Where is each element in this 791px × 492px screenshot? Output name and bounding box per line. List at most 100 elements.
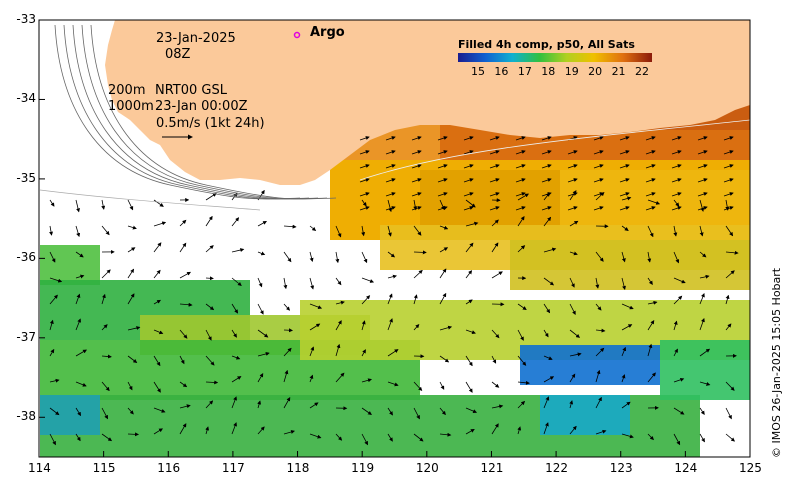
current-arrow bbox=[567, 192, 578, 197]
axis-ticks bbox=[38, 19, 751, 457]
current-arrow bbox=[359, 164, 370, 169]
current-arrow bbox=[517, 380, 530, 385]
current-arrow bbox=[385, 136, 396, 141]
current-arrow bbox=[517, 426, 522, 435]
current-arrow bbox=[335, 320, 342, 331]
current-arrow bbox=[283, 277, 288, 290]
current-arrow bbox=[671, 150, 682, 155]
current-arrow bbox=[335, 343, 341, 357]
streamline bbox=[54, 24, 301, 200]
current-arrow bbox=[49, 348, 55, 357]
current-arrow bbox=[257, 251, 266, 256]
current-arrow bbox=[725, 270, 735, 279]
current-arrow bbox=[517, 400, 526, 409]
current-arrow bbox=[309, 251, 314, 262]
current-arrow bbox=[543, 303, 551, 314]
current-arrow bbox=[437, 178, 448, 183]
current-arrow bbox=[75, 381, 87, 387]
current-arrow bbox=[387, 433, 393, 442]
current-arrow bbox=[231, 422, 237, 435]
current-arrow bbox=[645, 150, 656, 155]
current-arrow bbox=[309, 225, 317, 232]
current-arrow bbox=[127, 326, 141, 331]
current-arrow bbox=[671, 136, 682, 141]
current-arrow bbox=[49, 294, 58, 305]
current-arrow bbox=[699, 407, 705, 415]
current-arrow bbox=[619, 136, 630, 141]
current-arrow bbox=[515, 206, 526, 211]
current-arrow bbox=[359, 136, 370, 141]
argo-float-marker bbox=[293, 31, 301, 39]
current-arrow bbox=[645, 192, 656, 197]
current-arrow bbox=[725, 323, 732, 331]
streamline bbox=[90, 24, 337, 200]
current-arrow bbox=[361, 407, 372, 415]
current-arrow bbox=[153, 242, 162, 253]
current-arrow bbox=[153, 199, 164, 207]
contour-1000m bbox=[359, 119, 750, 181]
colorbar-tick-label: 20 bbox=[588, 65, 603, 78]
current-arrow bbox=[543, 422, 549, 435]
current-arrow bbox=[411, 136, 422, 141]
current-arrow bbox=[179, 355, 185, 365]
contour-200m bbox=[39, 189, 261, 211]
current-arrow bbox=[543, 277, 555, 286]
current-arrow bbox=[385, 164, 396, 169]
current-arrow bbox=[179, 302, 193, 307]
current-arrow bbox=[385, 178, 396, 183]
current-arrow bbox=[491, 355, 497, 364]
current-arrow bbox=[231, 329, 237, 338]
current-arrow bbox=[437, 136, 448, 141]
current-arrow bbox=[101, 354, 112, 359]
current-arrow bbox=[361, 225, 366, 237]
current-arrow bbox=[257, 277, 263, 288]
current-arrow bbox=[231, 303, 239, 314]
current-arrow bbox=[697, 150, 708, 155]
current-arrow bbox=[619, 192, 630, 197]
current-arrow bbox=[335, 225, 342, 238]
lon-tick-label: 122 bbox=[545, 461, 568, 475]
current-arrow bbox=[489, 136, 500, 141]
colorbar-tick-label: 22 bbox=[635, 65, 649, 78]
current-arrow bbox=[335, 251, 340, 264]
current-vectors bbox=[49, 24, 739, 446]
current-arrow bbox=[465, 355, 473, 367]
current-arrow bbox=[699, 381, 711, 386]
current-arrow bbox=[697, 192, 708, 197]
current-arrow bbox=[411, 206, 422, 211]
current-arrow bbox=[621, 374, 626, 383]
current-arrow bbox=[621, 433, 634, 439]
current-arrow bbox=[647, 251, 652, 263]
lon-tick-label: 118 bbox=[286, 461, 310, 475]
current-arrow bbox=[673, 251, 680, 264]
colorbar-tick-label: 17 bbox=[517, 65, 532, 78]
current-arrow bbox=[413, 407, 420, 420]
current-arrow bbox=[309, 346, 315, 357]
current-arrow bbox=[309, 433, 322, 439]
current-arrow bbox=[647, 320, 655, 331]
current-arrow bbox=[413, 199, 418, 211]
current-arrow bbox=[127, 268, 135, 279]
current-arrow bbox=[205, 400, 214, 409]
current-arrow bbox=[231, 355, 241, 360]
current-arrow bbox=[127, 381, 133, 391]
current-arrow bbox=[671, 192, 682, 197]
current-arrow bbox=[257, 373, 264, 383]
current-arrow bbox=[439, 225, 449, 230]
current-arrow bbox=[543, 329, 549, 338]
current-arrow bbox=[75, 225, 81, 238]
current-arrow bbox=[179, 404, 191, 409]
current-arrow bbox=[75, 274, 85, 279]
current-arrow bbox=[153, 329, 164, 335]
current-arrow bbox=[385, 150, 396, 155]
current-arrow bbox=[621, 346, 627, 357]
current-arrow bbox=[361, 277, 375, 283]
current-arrow bbox=[101, 324, 108, 331]
date-label: 23-Jan-2025 bbox=[156, 31, 236, 46]
lon-tick-label: 117 bbox=[221, 461, 245, 475]
current-arrow bbox=[517, 245, 526, 253]
current-arrow bbox=[309, 303, 323, 309]
current-arrow bbox=[491, 423, 499, 435]
current-arrow bbox=[463, 178, 474, 183]
current-arrow bbox=[723, 164, 734, 169]
